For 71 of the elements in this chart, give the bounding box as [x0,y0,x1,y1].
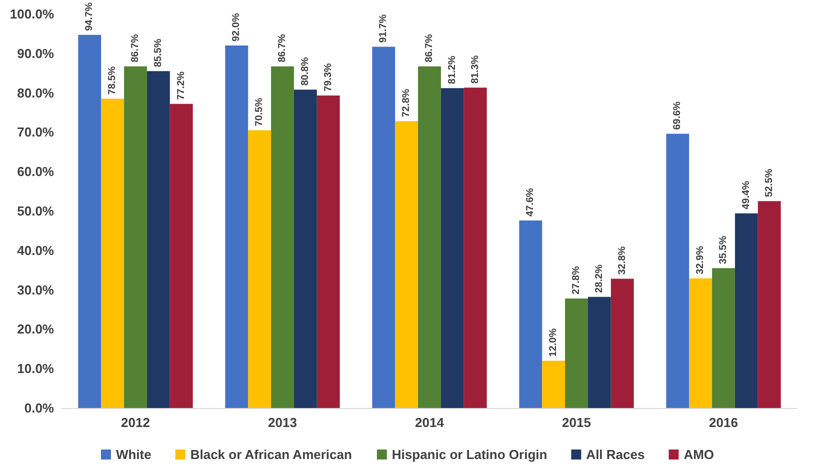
y-tick-label: 100.0% [10,6,54,22]
y-tick-label: 70.0% [17,124,54,140]
legend-label: White [116,447,152,462]
bar [666,134,690,408]
bar [372,46,396,408]
bar [689,278,712,408]
data-label: 69.6% [672,101,684,130]
bar [271,66,294,408]
bar [758,201,781,408]
data-label: 35.5% [718,236,729,264]
data-label: 80.8% [300,57,311,86]
bar [248,130,272,408]
bar [418,66,441,408]
bar [734,213,758,408]
x-tick-label: 2013 [268,415,297,430]
data-label: 79.3% [322,63,334,92]
y-tick-label: 60.0% [17,164,54,180]
data-label: 52.5% [764,168,775,198]
legend-label: Hispanic or Latino Origin [392,447,548,462]
bar [170,104,193,408]
legend-label: AMO [684,447,714,462]
data-label: 32.8% [616,246,628,275]
data-label: 12.0% [548,328,560,357]
y-tick-label: 10.0% [17,361,54,376]
y-tick-label: 20.0% [17,322,54,337]
bar [565,298,588,408]
y-tick-label: 30.0% [17,282,54,298]
bar [542,360,566,408]
bar [78,34,102,408]
data-label: 86.7% [277,34,288,62]
bar [464,88,487,408]
y-tick-label: 40.0% [17,242,54,258]
data-label: 94.7% [84,2,96,31]
x-tick-label: 2014 [415,415,445,430]
data-label: 70.5% [254,98,266,126]
data-label: 47.6% [525,188,536,216]
data-label: 28.2% [594,264,605,293]
data-label: 72.8% [401,88,412,118]
bar [124,66,147,408]
data-label: 27.8% [571,266,582,294]
data-label: 85.5% [152,38,164,68]
data-label: 81.2% [446,56,458,84]
y-tick-label: 0.0% [24,400,54,416]
bar [519,220,542,408]
data-label: 91.7% [378,14,390,43]
legend-label: Black or African American [190,447,352,462]
bar [294,90,317,408]
bar [225,46,248,408]
data-label: 86.7% [130,34,141,62]
data-label: 86.7% [424,34,435,62]
x-tick-label: 2015 [562,415,591,430]
bar [101,98,124,408]
bar [610,278,634,408]
y-tick-label: 90.0% [17,46,54,61]
data-label: 49.4% [740,180,752,210]
y-tick-label: 80.0% [17,85,54,100]
data-label: 77.2% [176,71,187,100]
y-tick-label: 50.0% [17,204,54,218]
bar [588,296,611,408]
bar [316,96,340,408]
data-label: 32.9% [695,246,706,274]
data-label: 81.3% [470,55,481,84]
data-label: 92.0% [231,13,242,42]
bar [395,121,418,408]
legend-label: All Races [586,447,645,462]
x-tick-label: 2016 [709,415,738,430]
bar [440,88,464,408]
bar [146,71,170,408]
data-label: 78.5% [107,66,118,95]
x-tick-label: 2012 [121,415,150,430]
bar [712,268,735,408]
